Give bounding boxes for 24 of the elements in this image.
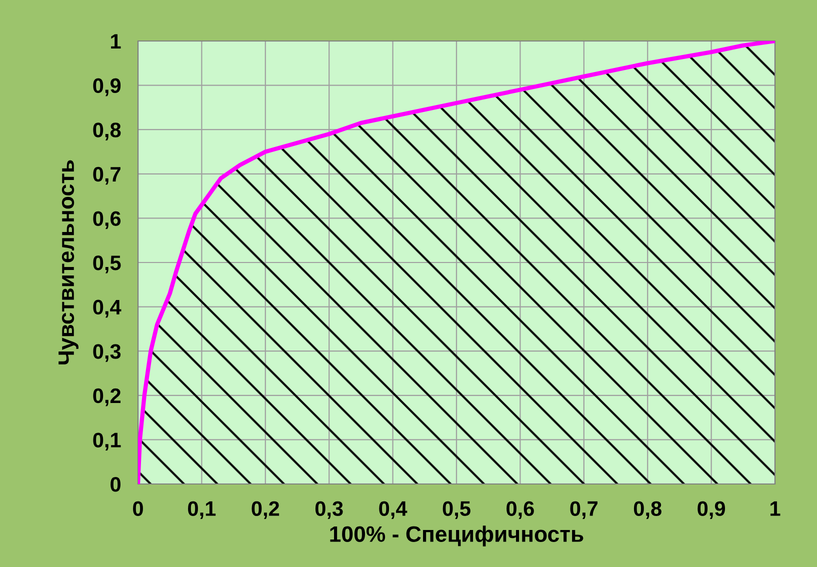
y-tick-label: 0,1 xyxy=(93,432,121,450)
x-tick-label: 0 xyxy=(133,501,143,516)
x-tick-label: 0,3 xyxy=(315,501,343,519)
y-tick-label: 0,8 xyxy=(93,122,121,140)
y-tick-label: 0,7 xyxy=(93,166,120,185)
x-tick-label: 0,4 xyxy=(379,501,408,519)
y-tick-label: 0,6 xyxy=(93,211,121,229)
y-tick-label: 0,9 xyxy=(93,78,121,96)
x-tick-label: 1 xyxy=(770,501,780,516)
x-tick-label: 0,6 xyxy=(506,501,534,519)
y-tick-label: 0,2 xyxy=(93,388,120,406)
x-tick-label: 0,9 xyxy=(698,501,726,519)
x-tick-label: 0,5 xyxy=(442,501,470,519)
x-axis-title: 100% - Специфичность xyxy=(330,526,584,546)
x-tick-label: 0,1 xyxy=(188,501,216,519)
x-tick-label: 0,7 xyxy=(570,501,598,519)
y-tick-label: 0 xyxy=(110,477,120,492)
x-tick-label: 0,8 xyxy=(634,501,662,519)
y-tick-label: 0,4 xyxy=(93,300,122,318)
y-tick-label: 0,3 xyxy=(93,344,121,362)
y-tick-label: 0,5 xyxy=(93,256,121,274)
y-tick-label: 1 xyxy=(111,34,121,49)
x-tick-label: 0,2 xyxy=(252,501,280,519)
y-axis-title: Чувствительность xyxy=(58,160,78,364)
